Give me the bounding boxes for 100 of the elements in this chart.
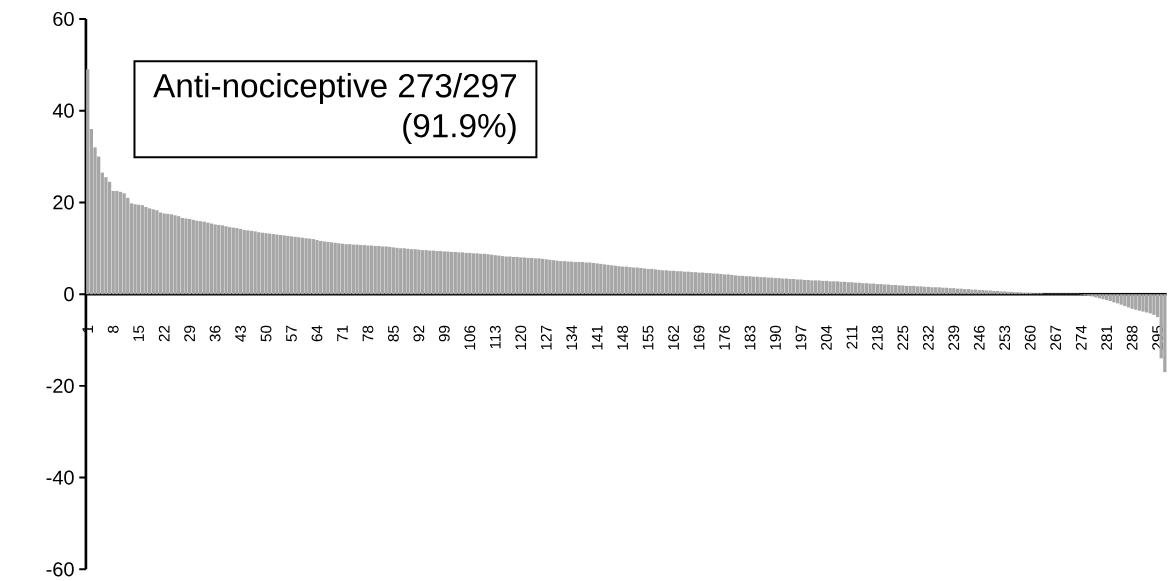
y-tick-label: -60 <box>46 562 74 577</box>
bar <box>671 270 676 295</box>
bar <box>635 267 639 295</box>
bar <box>530 257 534 295</box>
bar <box>340 243 345 295</box>
bar <box>402 248 406 295</box>
bar <box>693 272 698 295</box>
bar <box>952 288 956 295</box>
x-tick-label: 127 <box>540 325 552 350</box>
bar <box>722 274 727 295</box>
bar <box>220 225 225 295</box>
bar <box>799 279 803 295</box>
bar <box>133 204 137 295</box>
bar <box>879 284 883 295</box>
bar <box>348 244 352 295</box>
bar <box>613 265 618 295</box>
bar <box>355 244 359 295</box>
bar <box>741 275 745 295</box>
x-tick-label: 43 <box>235 325 246 342</box>
x-tick-label: 22 <box>158 325 170 342</box>
bar <box>915 286 920 295</box>
x-tick-label: 29 <box>184 325 196 342</box>
bar <box>388 246 392 295</box>
bar <box>959 288 963 295</box>
bar <box>169 214 174 295</box>
bar <box>573 262 577 295</box>
bar <box>526 257 530 295</box>
bar <box>107 181 112 295</box>
bar <box>195 220 199 295</box>
bar <box>457 252 461 295</box>
bar <box>144 207 148 295</box>
x-tick-label: 92 <box>413 325 425 342</box>
bar <box>1134 294 1138 310</box>
bar <box>868 283 872 295</box>
bar <box>151 209 155 295</box>
bar <box>508 256 512 295</box>
bar <box>511 257 516 295</box>
bar <box>733 275 738 295</box>
x-tick-label: 288 <box>1126 325 1138 350</box>
bar <box>795 279 799 295</box>
bar <box>1123 294 1127 307</box>
bar <box>366 245 370 295</box>
bar <box>420 250 425 295</box>
bar <box>413 249 417 295</box>
bar <box>631 267 636 295</box>
bar <box>304 238 308 295</box>
x-tick-label: 85 <box>387 325 399 342</box>
y-tick-label: 40 <box>52 103 74 118</box>
bar <box>373 246 377 295</box>
bar <box>624 266 628 295</box>
x-tick-label: 190 <box>770 325 781 350</box>
bar <box>835 281 839 295</box>
bar <box>493 255 497 295</box>
x-tick-label: 50 <box>260 325 272 342</box>
bar <box>748 276 752 295</box>
bar <box>984 290 989 295</box>
bar <box>690 272 694 295</box>
x-tick-label: 162 <box>668 325 680 350</box>
bar <box>602 264 607 295</box>
bar <box>570 261 574 295</box>
bar <box>322 241 326 295</box>
bar <box>278 235 283 295</box>
bar <box>329 242 334 295</box>
bar <box>661 270 665 295</box>
x-tick-label: 281 <box>1101 325 1113 350</box>
bar <box>428 250 432 295</box>
bar <box>937 287 941 295</box>
bar <box>548 259 552 295</box>
bar <box>104 177 108 295</box>
bar <box>468 252 472 295</box>
x-tick-label: 183 <box>744 325 756 350</box>
bar <box>628 267 632 295</box>
bar <box>1104 294 1109 301</box>
bar <box>999 291 1003 295</box>
bar <box>460 252 465 295</box>
bar <box>1130 294 1134 309</box>
x-tick-label: 106 <box>464 325 476 350</box>
bar <box>566 261 570 295</box>
bar <box>242 230 246 295</box>
bar <box>970 289 974 295</box>
bar <box>988 290 992 295</box>
bar <box>792 279 796 295</box>
x-tick-label: 15 <box>133 325 145 341</box>
bar <box>380 246 385 295</box>
bar <box>399 248 403 295</box>
bar <box>522 257 527 295</box>
bar <box>235 228 239 295</box>
x-tick-label: 99 <box>438 325 450 342</box>
bar <box>140 205 144 295</box>
bar <box>479 253 483 295</box>
bar <box>555 260 559 295</box>
bar <box>318 241 323 295</box>
bar <box>639 268 643 295</box>
bar <box>1090 294 1094 297</box>
bar <box>828 281 832 295</box>
bar <box>773 278 778 295</box>
bar <box>941 287 945 295</box>
x-tick-label: 148 <box>617 325 629 350</box>
x-tick-label: 78 <box>362 325 374 342</box>
bar <box>908 285 912 295</box>
